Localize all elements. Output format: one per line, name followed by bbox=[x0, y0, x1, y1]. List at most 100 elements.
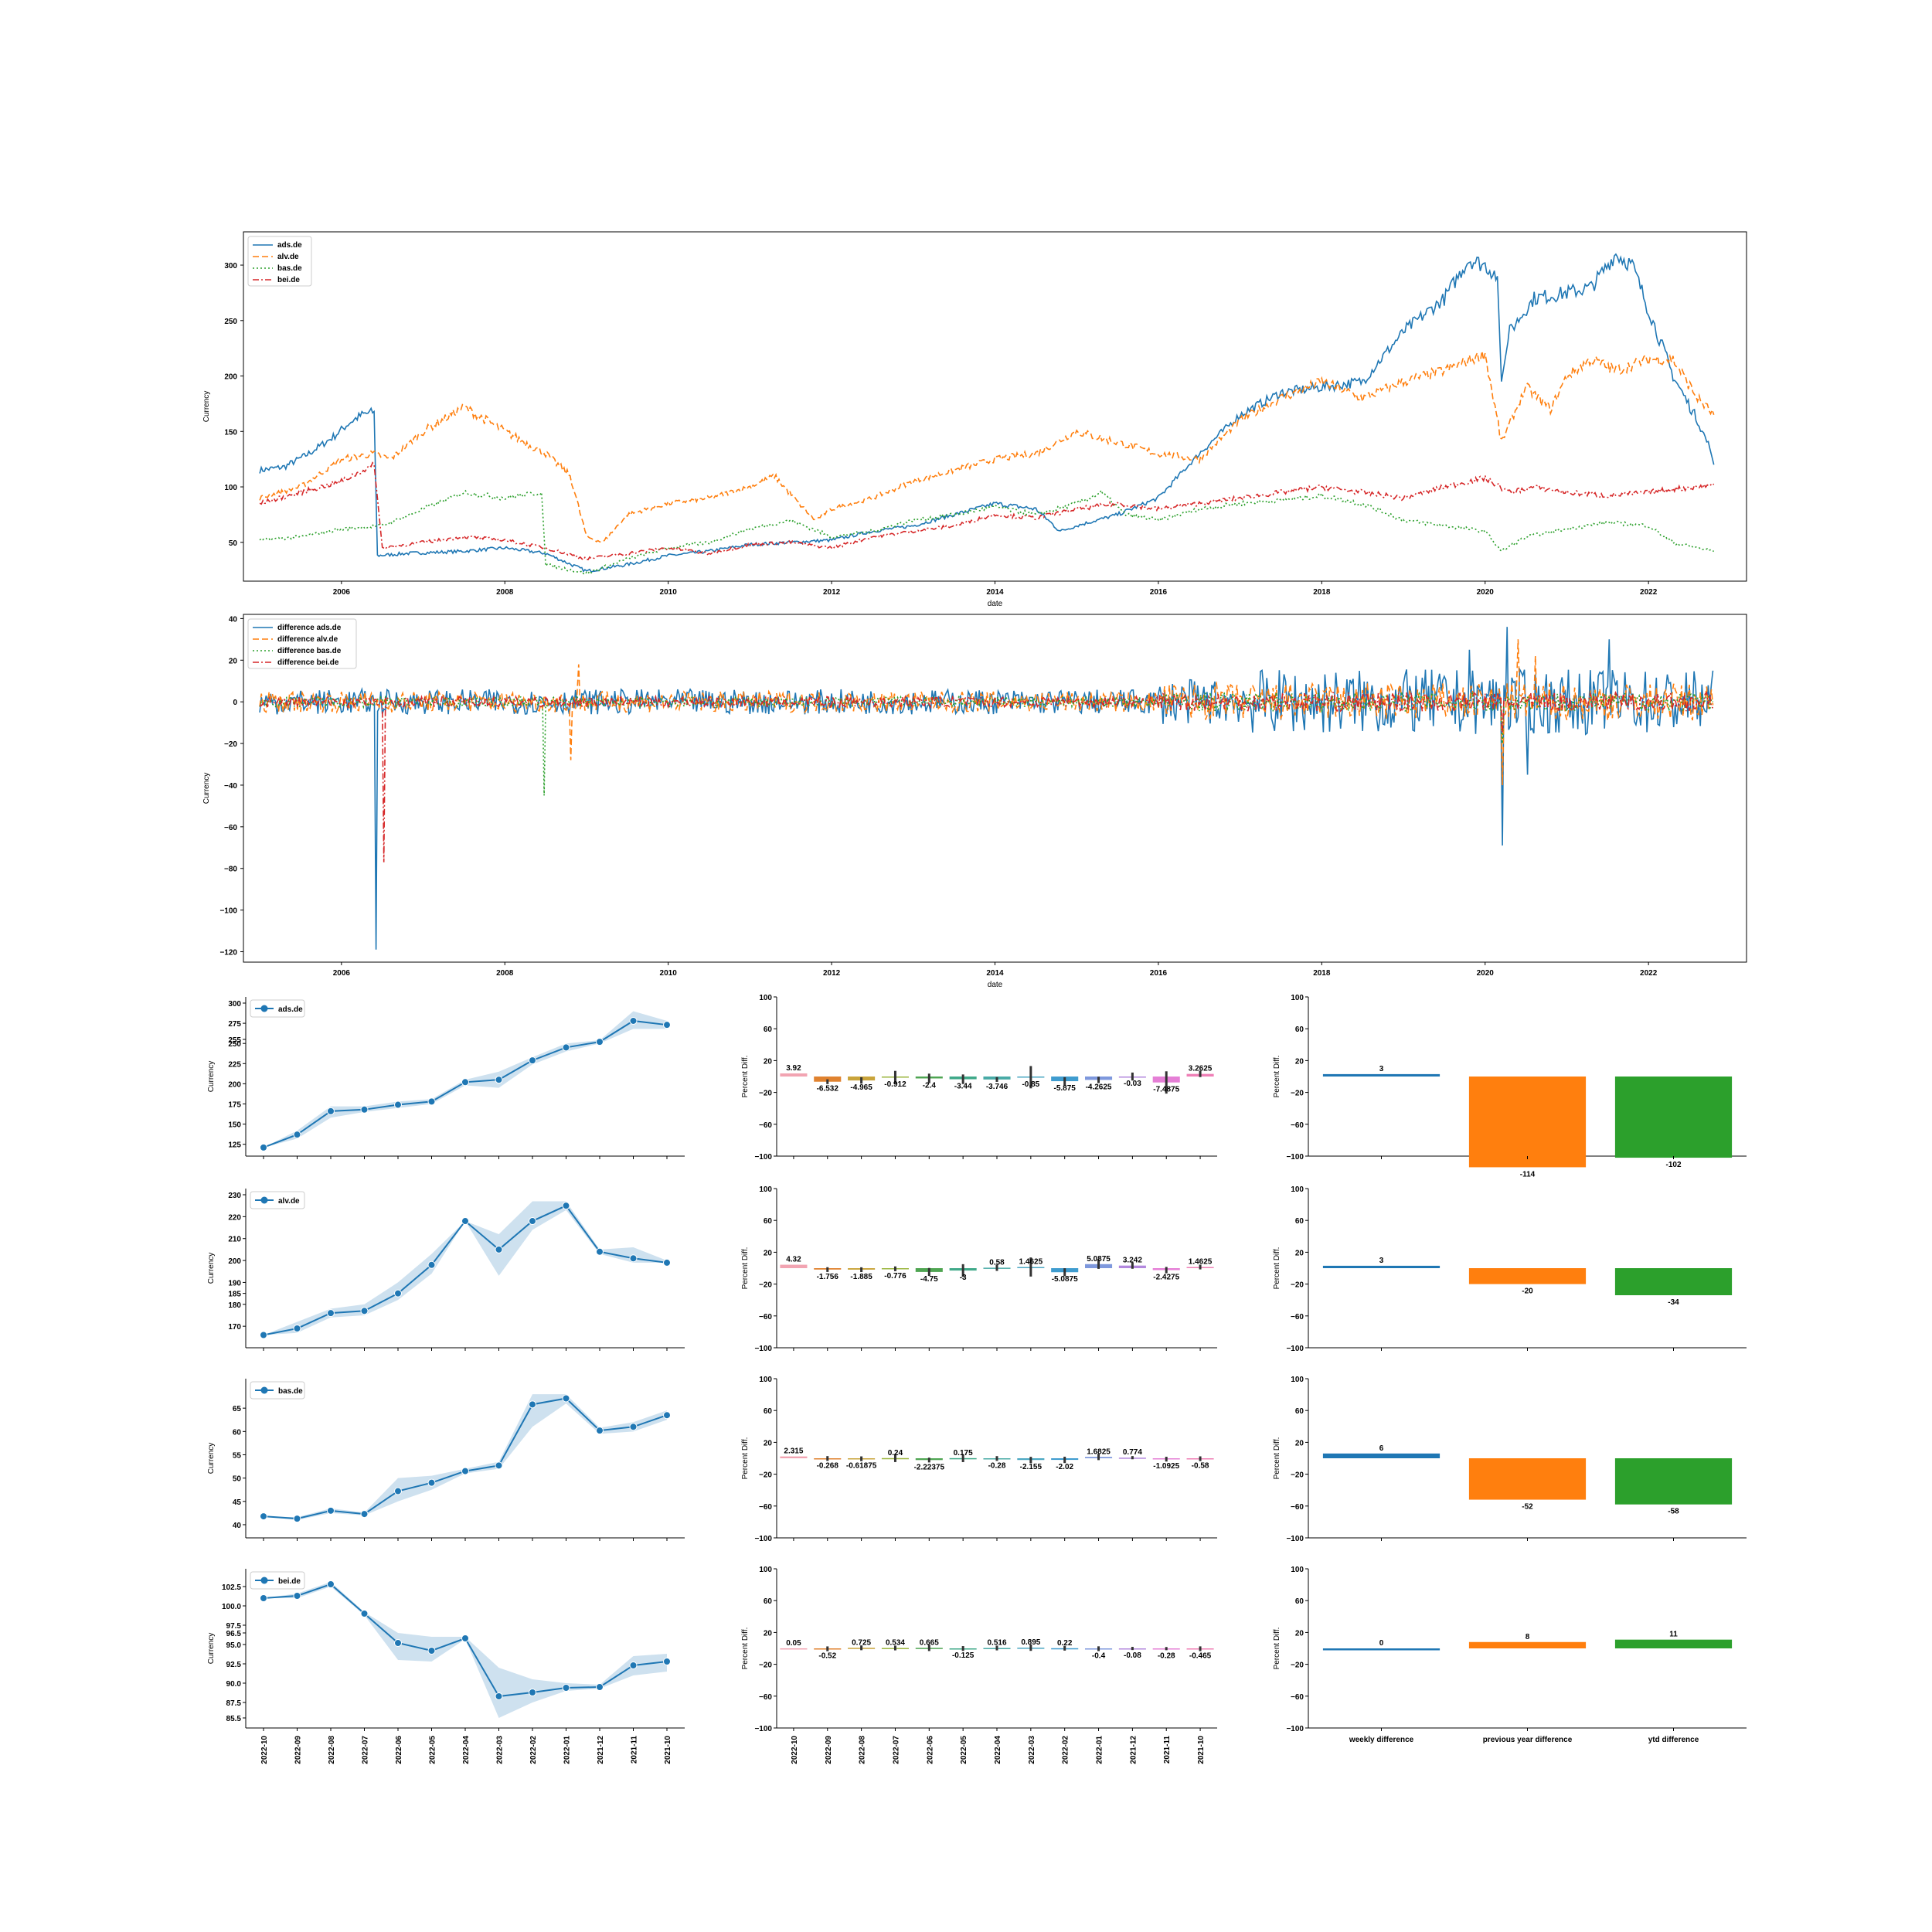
x-tick-label: 2022-10 bbox=[791, 1736, 799, 1764]
y-tick-label: 60 bbox=[764, 1597, 773, 1606]
bar bbox=[1614, 1077, 1733, 1158]
data-label: -0.268 bbox=[817, 1461, 839, 1470]
x-tick-label: 2022-04 bbox=[462, 1736, 471, 1764]
chart-pct-bei: −100 −60 −20 20 60 100 Percent Diff. 0.05 2022-1… bbox=[741, 1566, 1217, 1764]
y-tick-label: −20 bbox=[1291, 1662, 1304, 1670]
y-tick-label: −100 bbox=[754, 1153, 772, 1162]
y-tick-label: 20 bbox=[764, 1439, 773, 1447]
y-tick-label: 65 bbox=[233, 1405, 242, 1413]
y-tick-label: 96.5 bbox=[226, 1630, 242, 1638]
x-tick-label: 2008 bbox=[496, 969, 514, 978]
data-label: -7.4875 bbox=[1153, 1086, 1179, 1094]
y-tick-label: 100 bbox=[1291, 1376, 1304, 1384]
data-point bbox=[495, 1076, 503, 1084]
bar bbox=[1614, 1639, 1733, 1648]
data-label: -102 bbox=[1665, 1161, 1681, 1169]
y-tick-label: −20 bbox=[1291, 1281, 1304, 1290]
y-tick-label: −20 bbox=[1291, 1090, 1304, 1098]
axes-frame bbox=[243, 614, 1747, 963]
y-tick-label: −80 bbox=[224, 866, 237, 874]
data-label: 0.05 bbox=[786, 1639, 801, 1648]
y-tick-label: 20 bbox=[764, 1057, 773, 1066]
data-point bbox=[529, 1400, 536, 1409]
data-label: -20 bbox=[1522, 1287, 1533, 1296]
confidence-band bbox=[264, 1394, 667, 1520]
legend: ads.de alv.de bas.de bei.de bbox=[247, 236, 312, 287]
bar bbox=[780, 1264, 808, 1268]
chart-pct-alv: −100 −60 −20 20 60 100 Percent Diff. 4.32 -1.756… bbox=[741, 1185, 1217, 1353]
data-point bbox=[663, 1021, 671, 1029]
bar bbox=[780, 1456, 808, 1458]
y-tick-label: −60 bbox=[1291, 1121, 1304, 1130]
series-line-3 bbox=[259, 690, 1714, 862]
data-label: -0.08 bbox=[1124, 1651, 1141, 1660]
bar bbox=[780, 1648, 808, 1650]
y-tick-label: 60 bbox=[1295, 1407, 1304, 1416]
legend-box bbox=[250, 1571, 305, 1590]
data-label: -2.4 bbox=[923, 1081, 937, 1090]
y-tick-label: −100 bbox=[1286, 1345, 1304, 1353]
x-tick-label: 2022-02 bbox=[529, 1736, 538, 1764]
chart-summary-bas: −100 −60 −20 20 60 100 Percent Diff. 6 -52 -58 bbox=[1273, 1376, 1747, 1543]
y-tick-label: −100 bbox=[754, 1535, 772, 1543]
data-point bbox=[461, 1467, 469, 1475]
y-tick-label: 50 bbox=[229, 539, 238, 548]
series-line-2 bbox=[259, 691, 1714, 796]
legend-entry: bei.de bbox=[277, 276, 300, 284]
bar bbox=[1468, 1641, 1587, 1648]
legend-box bbox=[247, 618, 357, 669]
data-label: 3.92 bbox=[786, 1064, 801, 1073]
y-tick-label: 20 bbox=[764, 1249, 773, 1257]
data-label: -5.875 bbox=[1054, 1084, 1077, 1093]
x-tick-label: 2022-02 bbox=[1062, 1736, 1070, 1764]
data-point bbox=[495, 1692, 503, 1700]
data-label: 0.58 bbox=[989, 1258, 1005, 1267]
chart-summary-alv: −100 −60 −20 20 60 100 Percent Diff. 3 -20 -34 bbox=[1273, 1185, 1747, 1353]
y-tick-label: 97.5 bbox=[226, 1622, 242, 1631]
data-label: 5.0875 bbox=[1087, 1255, 1111, 1264]
legend-entry: bei.de bbox=[278, 1577, 301, 1586]
data-point bbox=[629, 1423, 638, 1431]
data-label: -0.4 bbox=[1092, 1651, 1106, 1660]
data-point bbox=[260, 1143, 267, 1151]
legend-entry: alv.de bbox=[278, 1197, 300, 1206]
x-tick-label: 2022-05 bbox=[960, 1736, 968, 1764]
x-tick-label: 2022-08 bbox=[328, 1736, 336, 1764]
data-point bbox=[427, 1647, 436, 1655]
x-tick-label: 2016 bbox=[1150, 969, 1168, 978]
x-tick-label: 2012 bbox=[823, 969, 841, 978]
data-point bbox=[629, 1662, 638, 1669]
legend: difference ads.de difference alv.de differ… bbox=[247, 618, 357, 669]
data-label: -5.0875 bbox=[1052, 1275, 1078, 1284]
x-tick-label: 2021-10 bbox=[664, 1736, 672, 1764]
data-label: 0.516 bbox=[987, 1638, 1006, 1647]
data-point bbox=[495, 1461, 503, 1470]
y-tick-label: −20 bbox=[1291, 1471, 1304, 1480]
y-tick-label: 60 bbox=[764, 1407, 773, 1416]
y-tick-label: 95.0 bbox=[226, 1641, 242, 1650]
y-tick-label: 200 bbox=[228, 1080, 241, 1089]
data-point bbox=[293, 1324, 301, 1332]
x-tick-label: 2022-01 bbox=[1096, 1736, 1104, 1764]
x-tick-label: 2022-08 bbox=[859, 1736, 867, 1764]
data-label: 1.4625 bbox=[1019, 1257, 1043, 1266]
x-tick-label: 2018 bbox=[1313, 588, 1331, 597]
y-tick-label: −20 bbox=[759, 1662, 772, 1670]
x-tick-label: 2022 bbox=[1640, 969, 1658, 978]
y-tick-label: 0 bbox=[233, 699, 237, 707]
y-tick-label: −100 bbox=[1286, 1535, 1304, 1543]
y-tick-label: 175 bbox=[228, 1100, 241, 1109]
x-tick-label: 2022-06 bbox=[926, 1736, 934, 1764]
data-point bbox=[360, 1510, 369, 1519]
data-point bbox=[596, 1683, 604, 1691]
y-tick-label: 40 bbox=[233, 1522, 242, 1530]
y-axis-label: Percent Diff. bbox=[741, 1056, 750, 1098]
y-tick-label: 60 bbox=[1295, 1217, 1304, 1226]
legend-box bbox=[250, 1191, 305, 1209]
y-tick-label: −20 bbox=[759, 1090, 772, 1098]
y-tick-label: 210 bbox=[228, 1236, 241, 1244]
legend-entry: ads.de bbox=[278, 1005, 303, 1014]
data-label: -0.52 bbox=[818, 1652, 836, 1661]
y-tick-label: 60 bbox=[233, 1428, 242, 1437]
